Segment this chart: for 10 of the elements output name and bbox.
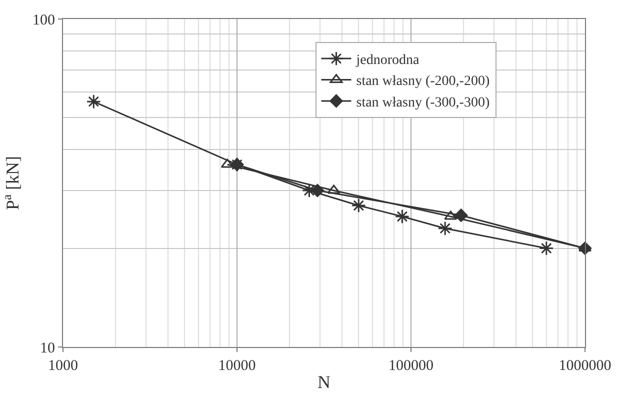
legend-label: stan własny (-200,-200)	[356, 74, 490, 90]
x-tick-label: 1000000	[558, 358, 612, 374]
legend-label: stan własny (-300,-300)	[356, 95, 490, 110]
y-tick-label: 10	[40, 340, 55, 356]
x-tick-label: 10000	[218, 358, 256, 374]
y-tick-label: 100	[32, 12, 55, 28]
x-tick-label: 100000	[388, 358, 434, 374]
legend-label: jednorodna	[355, 53, 420, 68]
x-tick-label: 1000	[48, 358, 78, 374]
x-axis-title: N	[318, 372, 330, 392]
